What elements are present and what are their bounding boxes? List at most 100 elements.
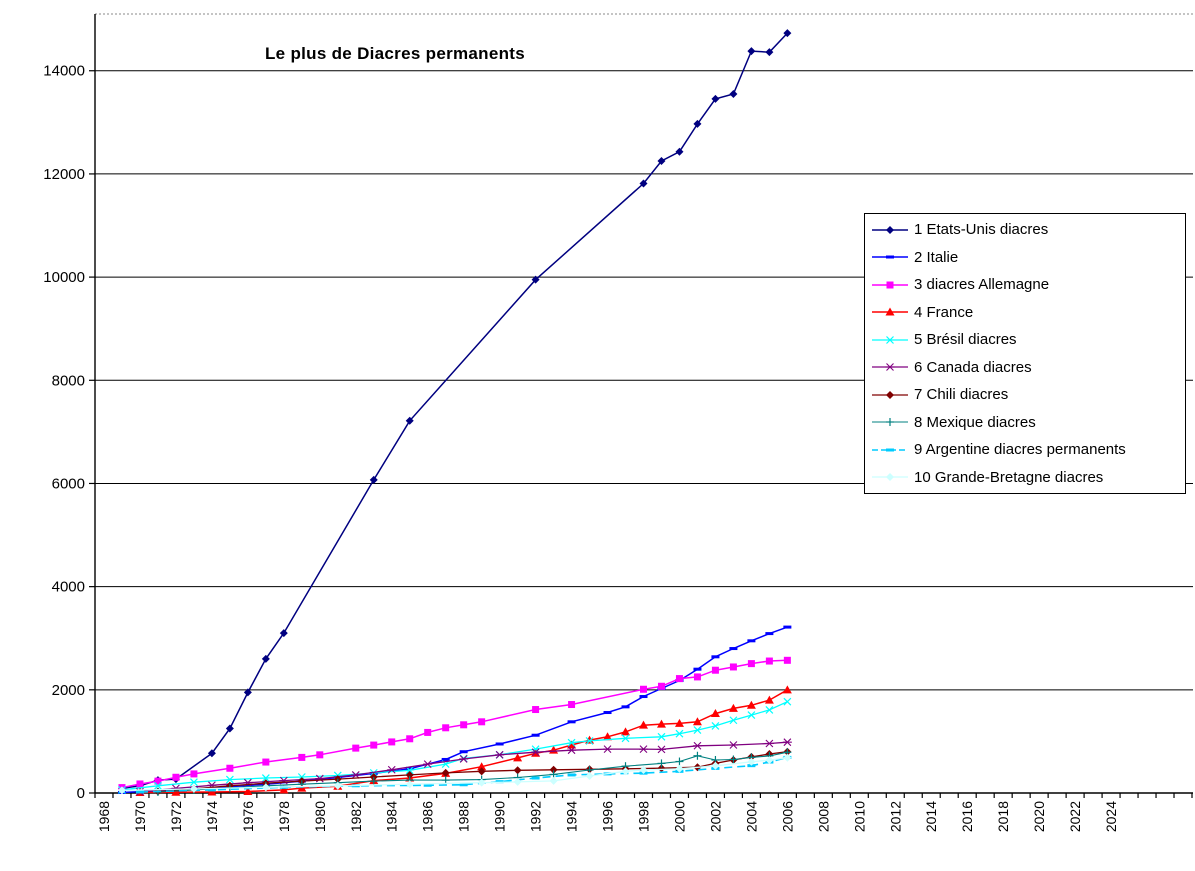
marker-triangle bbox=[567, 740, 577, 749]
marker-diamond bbox=[621, 767, 630, 776]
x-axis-tick-label: 1992 bbox=[528, 801, 544, 832]
marker-x bbox=[657, 732, 666, 741]
marker-diamond bbox=[279, 629, 288, 638]
marker-dash bbox=[459, 750, 468, 754]
series-line-10 bbox=[121, 757, 788, 792]
marker-square bbox=[262, 758, 270, 766]
marker-dash bbox=[567, 773, 576, 777]
marker-triangle bbox=[692, 717, 702, 726]
series-line-8 bbox=[157, 751, 788, 793]
x-axis-tick-label: 2022 bbox=[1067, 801, 1083, 832]
marker-square bbox=[657, 682, 665, 690]
marker-square bbox=[298, 753, 306, 761]
x-axis-tick-label: 1972 bbox=[168, 801, 184, 832]
legend-marker-x bbox=[886, 335, 894, 344]
legend-item-1: 1 Etats-Unis diacres bbox=[871, 217, 1185, 243]
marker-triangle bbox=[207, 787, 217, 796]
y-axis-tick-label: 0 bbox=[77, 785, 85, 802]
marker-diamond bbox=[225, 724, 234, 733]
marker-triangle bbox=[710, 709, 720, 718]
legend-swatch bbox=[872, 363, 908, 372]
x-axis-tick-label: 1980 bbox=[312, 801, 328, 832]
marker-diamond bbox=[549, 765, 558, 774]
marker-diamond bbox=[639, 179, 648, 188]
legend-item-5: 5 Brésil diacres bbox=[871, 327, 1185, 353]
marker-diamond bbox=[675, 764, 684, 773]
marker-square bbox=[136, 780, 144, 788]
legend-swatch bbox=[872, 281, 908, 289]
x-axis-tick-label: 2010 bbox=[851, 801, 867, 832]
marker-square bbox=[675, 675, 683, 683]
marker-x bbox=[225, 775, 234, 784]
marker-dash bbox=[207, 788, 216, 792]
x-axis-tick-label: 2004 bbox=[743, 801, 759, 832]
legend-swatch bbox=[872, 448, 908, 452]
marker-square bbox=[424, 728, 432, 736]
marker-triangle bbox=[674, 718, 684, 727]
marker-diamond bbox=[747, 757, 756, 766]
legend-item-2: 2 Italie bbox=[871, 244, 1185, 270]
marker-diamond bbox=[405, 770, 414, 779]
marker-dash bbox=[783, 625, 792, 629]
marker-diamond bbox=[369, 773, 378, 782]
marker-square bbox=[370, 741, 378, 749]
series-line-4 bbox=[139, 689, 788, 794]
legend-label: 8 Mexique diacres bbox=[914, 413, 1036, 431]
marker-diamond bbox=[513, 777, 522, 786]
marker-diamond bbox=[729, 89, 738, 98]
marker-square bbox=[640, 685, 647, 693]
marker-diamond bbox=[261, 654, 270, 663]
legend-label: 4 France bbox=[914, 303, 974, 321]
marker-triangle bbox=[603, 732, 613, 741]
marker-square bbox=[711, 666, 719, 674]
legend-marker-triangle bbox=[885, 307, 895, 316]
marker-triangle bbox=[656, 719, 666, 728]
marker-square bbox=[388, 738, 396, 746]
marker-triangle bbox=[782, 685, 792, 694]
marker-triangle bbox=[279, 785, 289, 794]
legend-label: 10 Grande-Bretagne diacres bbox=[914, 468, 1104, 486]
legend-item-3: 3 diacres Allemagne bbox=[871, 272, 1185, 298]
legend-label: 1 Etats-Unis diacres bbox=[914, 221, 1049, 239]
marker-dash bbox=[711, 655, 720, 659]
marker-triangle bbox=[171, 787, 181, 796]
x-axis-tick-label: 2000 bbox=[671, 801, 687, 832]
y-axis-tick-label: 2000 bbox=[52, 682, 85, 699]
marker-diamond bbox=[441, 768, 450, 777]
legend-marker-square bbox=[886, 281, 894, 289]
marker-x bbox=[783, 697, 792, 706]
legend-swatch bbox=[872, 255, 908, 259]
marker-dash bbox=[495, 742, 504, 746]
x-axis-tick-label: 2014 bbox=[923, 801, 939, 832]
marker-diamond bbox=[765, 756, 774, 765]
marker-diamond bbox=[711, 94, 720, 103]
marker-dash bbox=[405, 767, 414, 771]
legend-item-8: 8 Mexique diacres bbox=[871, 409, 1185, 435]
marker-dash bbox=[765, 632, 774, 636]
x-axis-tick-label: 1988 bbox=[456, 801, 472, 832]
x-axis-tick-label: 1978 bbox=[276, 801, 292, 832]
marker-dash bbox=[459, 783, 468, 787]
marker-diamond bbox=[513, 766, 522, 775]
marker-diamond bbox=[783, 753, 792, 762]
marker-triangle bbox=[639, 720, 648, 729]
marker-x bbox=[154, 781, 162, 790]
marker-square bbox=[406, 735, 414, 743]
x-axis-tick-label: 1968 bbox=[96, 801, 112, 832]
y-axis-tick-label: 6000 bbox=[52, 475, 85, 492]
marker-dash bbox=[621, 705, 630, 709]
marker-diamond bbox=[117, 786, 126, 795]
marker-diamond bbox=[585, 771, 594, 780]
marker-square bbox=[154, 777, 162, 785]
marker-square bbox=[478, 718, 486, 726]
marker-dash bbox=[531, 776, 540, 780]
marker-square bbox=[352, 744, 360, 752]
marker-diamond bbox=[711, 761, 720, 770]
marker-dash bbox=[693, 667, 702, 671]
marker-dash bbox=[423, 783, 432, 787]
marker-diamond bbox=[261, 783, 270, 792]
marker-diamond bbox=[783, 29, 792, 38]
marker-x bbox=[621, 734, 630, 743]
marker-diamond bbox=[531, 275, 540, 284]
x-axis-tick-label: 1976 bbox=[240, 801, 256, 832]
